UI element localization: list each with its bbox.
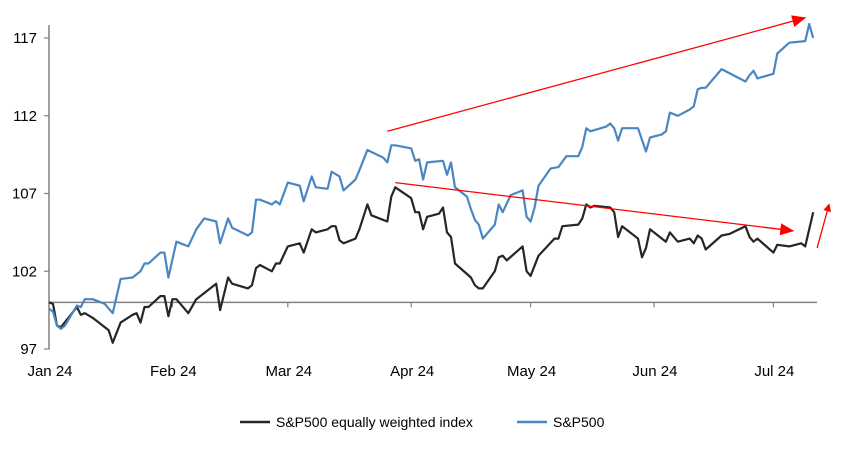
annotations (387, 15, 832, 249)
annotation-arrow (816, 203, 832, 249)
legend-label-equal-weight: S&P500 equally weighted index (276, 414, 473, 430)
axes: 97 102 107 112 117 Jan 24 Feb 24 Mar 24 Apr 24 Ma… (12, 25, 817, 380)
x-tick-label: Jan 24 (27, 363, 72, 380)
legend-label-sp500: S&P500 (553, 414, 605, 430)
y-tick-label: 102 (12, 263, 37, 280)
series-line-equal-weight (48, 186, 815, 344)
series-group (48, 22, 815, 344)
x-tick-label: Mar 24 (265, 363, 312, 380)
y-tick-label: 117 (13, 30, 37, 47)
x-tick-label: Apr 24 (390, 363, 434, 380)
legend: S&P500 equally weighted index S&P500 (240, 414, 605, 430)
series-line-sp500 (48, 22, 815, 330)
y-tick-label: 112 (13, 108, 37, 125)
annotation-arrow (395, 181, 795, 236)
x-tick-label: Jul 24 (754, 363, 794, 380)
y-tick-label: 97 (20, 341, 37, 358)
annotation-arrow (387, 15, 807, 132)
x-tick-label: Jun 24 (632, 363, 677, 380)
y-tick-label: 107 (12, 186, 37, 203)
x-tick-label: Feb 24 (150, 363, 197, 380)
x-tick-label: May 24 (507, 363, 556, 380)
